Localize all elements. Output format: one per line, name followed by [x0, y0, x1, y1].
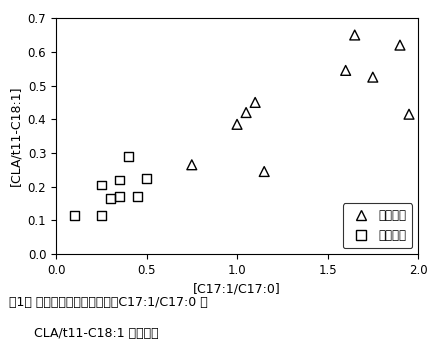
Point: [125, 154, 132, 159]
Point: [350, 32, 357, 38]
Point: [242, 110, 249, 115]
Point: [134, 194, 141, 200]
Point: [116, 177, 123, 183]
Point: [71, 212, 77, 218]
Point: [107, 196, 114, 201]
Point: [98, 212, 104, 218]
Point: [369, 74, 375, 80]
Legend: 皮下脂肪, 腎臓脂肪: 皮下脂肪, 腎臓脂肪: [342, 203, 411, 248]
Point: [251, 99, 258, 105]
Text: 囱1． 山羊の脂肪組織におけるC17:1/C17:0 と: 囱1． 山羊の脂肪組織におけるC17:1/C17:0 と: [9, 296, 207, 309]
Point: [188, 162, 195, 168]
Point: [405, 111, 412, 117]
Text: CLA/t11-C18:1 との関係: CLA/t11-C18:1 との関係: [34, 327, 159, 340]
Y-axis label: [CLA/t11-C18:1]: [CLA/t11-C18:1]: [9, 86, 22, 186]
Point: [98, 182, 104, 188]
Point: [116, 194, 123, 200]
Point: [396, 42, 402, 48]
X-axis label: [C17:1/C17:0]: [C17:1/C17:0]: [193, 282, 280, 295]
Point: [143, 175, 150, 181]
Point: [260, 168, 267, 175]
Point: [341, 68, 348, 73]
Point: [233, 121, 240, 127]
